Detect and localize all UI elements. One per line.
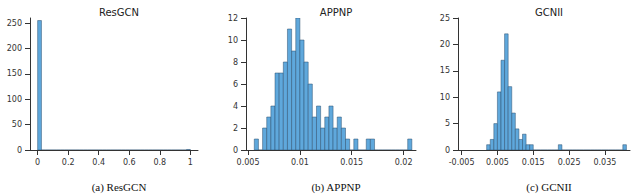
svg-text:0: 0 <box>445 146 450 155</box>
svg-text:ResGCN: ResGCN <box>99 7 139 18</box>
svg-text:0.4: 0.4 <box>92 158 105 167</box>
svg-text:(c) GCNII: (c) GCNII <box>526 181 572 194</box>
svg-text:15: 15 <box>440 66 450 75</box>
svg-text:GCNII: GCNII <box>535 7 563 18</box>
svg-text:100: 100 <box>7 95 22 104</box>
svg-text:2: 2 <box>233 124 238 133</box>
svg-text:0.2: 0.2 <box>62 158 75 167</box>
svg-text:0: 0 <box>17 146 22 155</box>
svg-text:200: 200 <box>7 44 22 53</box>
svg-text:0.01: 0.01 <box>291 158 309 167</box>
svg-text:(a) ResGCN: (a) ResGCN <box>92 181 147 194</box>
svg-text:0.02: 0.02 <box>395 158 413 167</box>
svg-text:20: 20 <box>440 40 450 49</box>
svg-text:0.015: 0.015 <box>522 158 545 167</box>
svg-text:0.015: 0.015 <box>340 158 363 167</box>
svg-text:0.025: 0.025 <box>558 158 581 167</box>
svg-text:0: 0 <box>35 158 40 167</box>
svg-text:4: 4 <box>233 102 238 111</box>
svg-text:12: 12 <box>228 14 238 23</box>
svg-text:(b) APPNP: (b) APPNP <box>311 181 360 194</box>
svg-text:10: 10 <box>440 93 450 102</box>
svg-text:50: 50 <box>12 120 22 129</box>
svg-text:150: 150 <box>7 69 22 78</box>
svg-text:10: 10 <box>228 36 238 45</box>
svg-text:25: 25 <box>440 14 450 23</box>
svg-text:0.035: 0.035 <box>593 158 616 167</box>
svg-text:0.005: 0.005 <box>486 158 509 167</box>
svg-text:6: 6 <box>233 80 238 89</box>
svg-text:0: 0 <box>233 146 238 155</box>
svg-text:250: 250 <box>7 19 22 28</box>
svg-text:1: 1 <box>188 158 193 167</box>
svg-text:0.8: 0.8 <box>153 158 166 167</box>
svg-text:-0.005: -0.005 <box>449 158 475 167</box>
svg-text:APPNP: APPNP <box>320 7 352 18</box>
svg-text:0.6: 0.6 <box>123 158 136 167</box>
svg-text:0.005: 0.005 <box>237 158 260 167</box>
svg-text:5: 5 <box>445 119 450 128</box>
svg-text:8: 8 <box>233 58 238 67</box>
